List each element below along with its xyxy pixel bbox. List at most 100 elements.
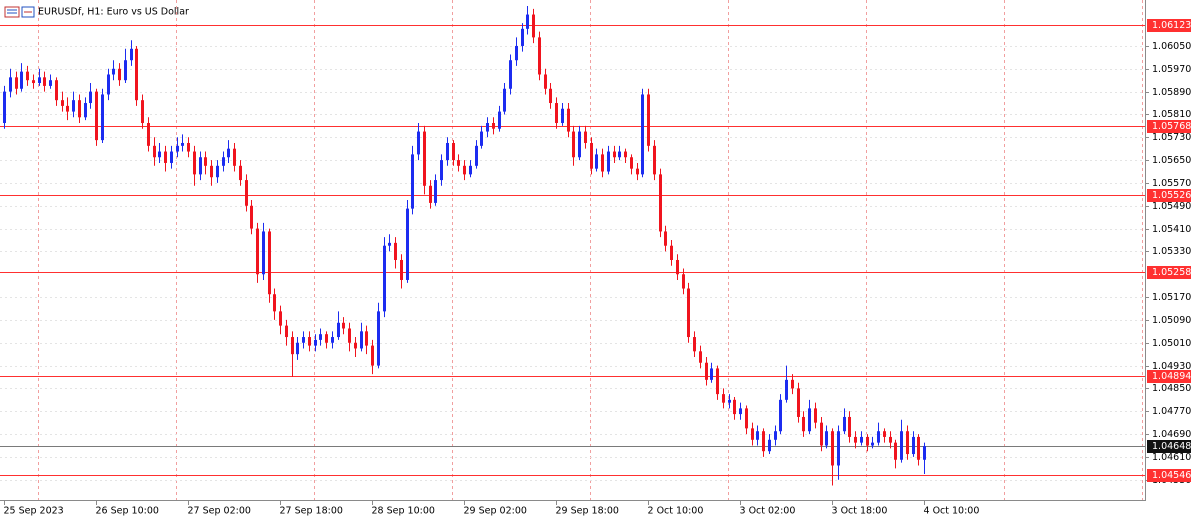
candle-body [3,91,6,124]
candles [3,5,926,486]
candle-body [808,408,811,432]
candle-body [20,71,23,89]
candle-body [193,151,196,175]
candle-body [411,154,414,209]
level-label: 1.05526 [1152,190,1191,201]
candle-body [285,325,288,338]
candle-body [745,408,748,429]
axes: 1.06050 1.05970 1.05890 1.05810 1.05730 1.056… [4,19,1191,517]
candle-body [371,345,374,366]
candle-body [112,68,115,75]
candle-body [751,428,754,440]
candle-body [883,431,886,437]
candle-body [567,108,570,132]
candle-body [78,100,81,118]
candle-body [578,131,581,158]
level-label-box [1147,266,1191,279]
candle-body [722,394,725,403]
candle-body [653,145,656,175]
level-label-box [1147,370,1191,383]
candle-body [130,48,133,61]
candle-body [452,142,455,161]
y-tick-label: 1.06050 [1152,41,1191,52]
candle-body [641,94,644,175]
level-label: 1.04894 [1152,371,1191,382]
level-label: 1.06123 [1152,20,1191,31]
candle-body [245,180,248,206]
candle-body [624,151,627,158]
candle-body [61,100,64,106]
level-label: 1.05258 [1152,267,1191,278]
y-tick-label: 1.05090 [1152,315,1191,326]
candle-body [693,337,696,352]
y-tick-label: 1.04770 [1152,406,1191,417]
x-tick-label: 26 Sep 10:00 [96,506,159,517]
candle-body [101,94,104,141]
candle-body [848,416,851,437]
candle-body [377,311,380,366]
candle-body [176,145,179,152]
candle-body [342,322,345,329]
candle-body [480,131,483,146]
candle-body [774,431,777,440]
candle-body [854,436,857,443]
candle-body [423,131,426,186]
level-label-box [1147,469,1191,482]
candle-body [153,145,156,158]
candle-body [239,165,242,181]
candle-body [72,100,75,112]
candle-body [687,288,690,338]
candle-body [43,77,46,86]
candle-body [406,208,409,280]
candle-body [590,142,593,169]
candle-body [515,45,518,61]
candle-body [756,431,759,440]
candle-body [124,60,127,81]
candle-body [49,80,52,86]
candle-body [728,399,731,403]
y-tick-label: 1.05810 [1152,109,1191,120]
candle-body [825,431,828,446]
candle-body [273,294,276,312]
candle-body [526,14,529,29]
level-label: 1.05768 [1152,121,1191,132]
candle-body [906,431,909,455]
candle-body [314,339,317,346]
candle-body [607,151,610,172]
candle-body [555,103,558,124]
candle-body [866,436,869,446]
x-tick-label: 4 Oct 10:00 [924,506,980,517]
candle-body [107,74,110,95]
y-tick-label: 1.05010 [1152,338,1191,349]
candle-body [457,160,460,166]
candle-body [268,231,271,295]
y-tick-label: 1.05890 [1152,87,1191,98]
levels [0,25,1145,476]
candle-body [572,131,575,158]
candle-body [561,108,564,124]
candle-body [89,91,92,104]
y-tick-label: 1.04850 [1152,383,1191,394]
grid [0,0,1145,500]
candle-body [710,368,713,380]
candle-body [141,100,144,124]
candle-body [279,311,282,326]
candle-body [170,151,173,163]
candle-body [549,88,552,104]
candle-body [762,431,765,452]
candle-body [791,379,794,389]
candle-body [521,28,524,46]
candle-body [538,37,541,75]
candle-body [532,14,535,38]
candle-body [417,131,420,155]
candle-body [820,422,823,446]
candle-body [199,157,202,175]
candle-body [66,105,69,112]
candle-body [739,408,742,415]
chart-title: EURUSDf, H1: Euro vs US Dollar [38,7,189,18]
candle-body [394,242,397,260]
candle-body [181,142,184,146]
candle-body [509,60,512,89]
